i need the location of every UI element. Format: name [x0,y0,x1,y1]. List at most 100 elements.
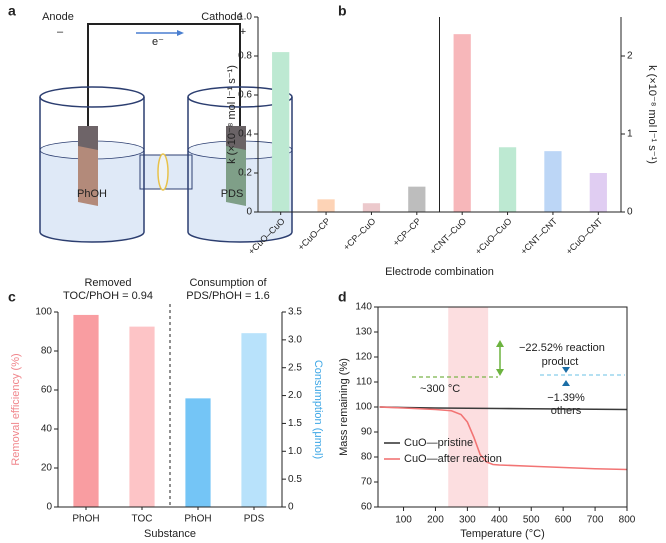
x-tick-label: PhOH [72,514,99,525]
y-axis-label: k (×10⁻⁸ mol l⁻¹ s⁻¹) [226,65,238,164]
y-tick-label: 1.0 [238,12,252,23]
y2-tick-label: 1.5 [288,418,302,429]
y-tick-label: 80 [361,452,373,463]
beaker [39,97,145,243]
bar [453,34,471,212]
annotation: PDS/PhOH = 1.6 [186,290,269,302]
bar [589,173,607,212]
annotation: others [551,405,582,417]
y2-tick-label: 1.0 [288,446,302,457]
y2-tick-label: 2 [627,51,633,62]
y-tick-label: 0.2 [238,168,252,179]
anode-label: Anode [42,11,74,23]
y2-tick-label: 0.5 [288,474,302,485]
wire [87,23,241,128]
y2-tick-label: 2.0 [288,390,302,401]
y-tick-label: 40 [41,424,53,435]
beaker-rim [39,86,145,108]
cathode-top [226,126,246,150]
annotation: Consumption of [189,277,267,289]
y-axis-label: Removal efficiency (%) [10,353,22,465]
beaker [187,97,293,243]
y-tick-label: 120 [355,352,372,363]
y-tick-label: 110 [356,377,372,388]
x-tick-label: +CP–CuO [341,216,377,252]
bar [73,314,99,507]
y-tick-label: 0.6 [238,90,252,101]
y-tick-label: 130 [355,327,372,338]
cathode-label: Cathode [201,11,243,23]
arrow-head [562,367,570,373]
y-tick-label: 60 [41,385,53,396]
bar [362,203,381,212]
y2-tick-label: 1 [627,129,633,140]
x-tick-label: 700 [587,515,604,526]
beaker-rim [187,86,293,108]
arrow-head [177,30,184,36]
x-tick-label: +CuO–CNT [564,216,605,257]
annotation: −1.39% [547,392,585,404]
y2-tick-label: 3.0 [288,334,302,345]
bar [498,147,517,212]
anode-sign: – [57,26,64,38]
x-tick-label: 100 [395,515,412,526]
x-tick-label: +CNT–CuO [428,216,468,256]
y-tick-label: 100 [355,402,372,413]
y-tick-label: 80 [41,346,53,357]
electron-label: e⁻ [152,36,164,48]
bar [317,199,335,212]
x-tick-label: 400 [491,515,508,526]
x-axis-label: Electrode combination [385,266,494,278]
arrow-head [496,369,504,376]
panel-label: b [338,3,347,19]
y-tick-label: 140 [355,302,372,313]
x-tick-label: 300 [459,515,476,526]
x-tick-label: PDS [244,514,265,525]
x-tick-label: TOC [132,514,153,525]
x-tick-label: 200 [427,515,444,526]
cathode-sign: + [240,26,246,38]
x-tick-label: +CuO–CuO [473,216,514,257]
bar [185,398,211,507]
annotation: TOC/PhOH = 0.94 [63,290,153,302]
legend-label: CuO—after reaction [404,453,502,465]
y-tick-label: 20 [41,463,53,474]
d-annotation-marks [412,340,625,386]
panel-label: a [8,3,16,19]
bar [129,326,155,507]
cell-label: PhOH [77,188,107,200]
y2-axis-label: Consumption (μmol) [312,360,324,459]
diagram: Anode – Cathode + e⁻ PhOH PDS [39,11,293,243]
bar [408,186,426,212]
arrow-head [496,340,504,347]
annotation: product [542,356,579,368]
anode-top [78,126,98,150]
y-tick-label: 70 [361,477,373,488]
line-series [379,406,628,411]
x-axis-label: Temperature (°C) [460,528,544,540]
y-tick-label: 0.8 [238,51,252,62]
annotation: −22.52% reaction [519,342,605,354]
cell-label: PDS [221,188,244,200]
bar [272,52,290,212]
y-tick-label: 90 [361,427,373,438]
bar [544,151,562,212]
x-tick-label: 600 [555,515,572,526]
annotation: Removed [84,277,131,289]
x-tick-label: 500 [523,515,540,526]
x-tick-label: 800 [619,515,636,526]
x-tick-label: +CP–CP [391,216,423,248]
panel-label: d [338,289,347,305]
arrow-head [562,380,570,386]
y-tick-label: 60 [361,502,373,513]
y-tick-label: 0.4 [238,129,252,140]
y2-tick-label: 3.5 [288,307,302,318]
y2-axis-label: k (×10⁻⁸ mol l⁻¹ s⁻¹) [646,65,658,164]
shaded-region [448,307,489,507]
y2-tick-label: 0 [627,207,633,218]
bar [241,333,267,507]
y-tick-label: 0 [46,502,52,513]
membrane [157,153,169,191]
y-tick-label: 0 [246,207,252,218]
